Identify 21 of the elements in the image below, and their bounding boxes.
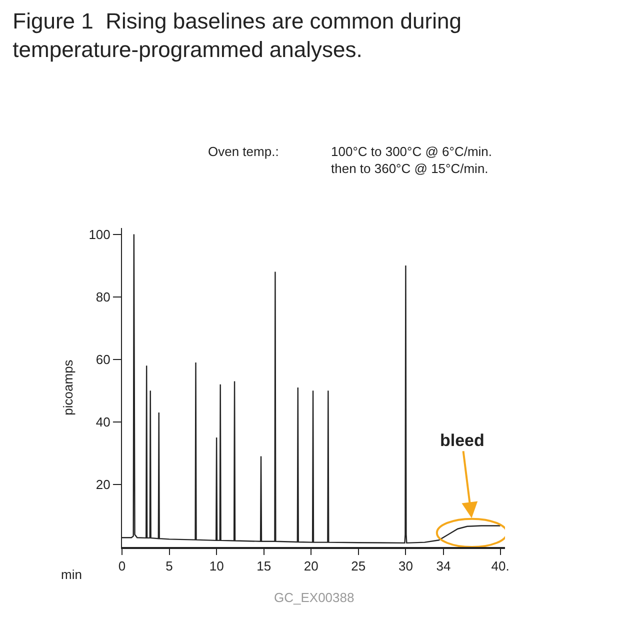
- x-tick-label: 25: [351, 558, 366, 574]
- y-tick-label: 80: [96, 289, 110, 304]
- x-axis-title: min: [61, 567, 82, 582]
- x-tick-label: 5: [166, 558, 173, 574]
- x-tick-label: 10: [209, 558, 224, 574]
- x-tick-label: 0: [118, 558, 126, 574]
- y-tick-label: 100: [88, 226, 110, 242]
- y-tick-label: 20: [96, 477, 110, 492]
- x-tick-label: 34: [436, 558, 451, 574]
- chart-title: Figure 1 Rising baselines are common during temperature-programmed analyses.: [12, 8, 462, 62]
- x-tick-label: 15: [256, 558, 272, 574]
- y-tick-label: 40: [96, 414, 110, 430]
- x-tick-label: 30: [398, 558, 413, 574]
- text: Oven temp.:: [208, 144, 279, 159]
- annotation: bleed: [440, 431, 484, 450]
- text: 100°C to 300°C @ 6°C/min. then to 360°C @ 15°C/min.: [331, 144, 492, 176]
- y-axis-title: picoamps: [60, 359, 76, 416]
- x-tick-label: 20: [304, 558, 318, 574]
- text: GC_EX00388: [274, 590, 354, 605]
- x-tick-label: 40.: [491, 558, 510, 574]
- y-tick-label: 60: [96, 352, 110, 367]
